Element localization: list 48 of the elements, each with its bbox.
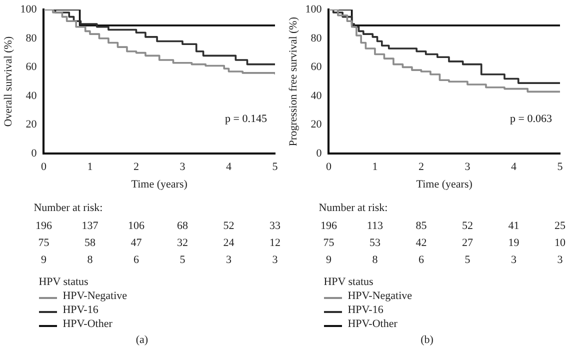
text: 9 8 6 5 3 3 (326, 254, 563, 266)
text: 9 8 6 5 3 3 (40, 254, 278, 266)
y-tick-label: 80 (310, 32, 322, 44)
legend-label: HPV-Negative (62, 290, 128, 302)
x-tick-label: 0 (326, 161, 332, 174)
text: (a) (136, 334, 148, 346)
x-tick-label: 5 (272, 161, 278, 174)
legend-label: HPV-Other (348, 318, 398, 330)
x-tick-label: 2 (418, 161, 424, 174)
y-tick-label: 0 (31, 147, 38, 160)
text: 75 58 47 32 24 12 (38, 237, 280, 249)
annotation: p = 0.063 (510, 112, 552, 125)
text: 196 113 85 52 41 25 (320, 220, 566, 232)
legend-label: HPV-Other (62, 318, 112, 330)
y-tick-label: 20 (310, 118, 322, 131)
legend-title: HPV status (324, 276, 374, 288)
y-tick-label: 0 (316, 147, 322, 160)
annotation: p = 0.145 (225, 112, 268, 125)
x-tick-label: 3 (180, 161, 186, 174)
legend-label: HPV-Negative (348, 290, 412, 302)
x-tick-label: 4 (510, 161, 517, 174)
y-tick-label: 40 (310, 90, 322, 102)
x-axis-title: Time (years) (131, 178, 188, 190)
legend-title: HPV status (38, 276, 88, 288)
legend-label: HPV-16 (348, 304, 384, 316)
y-tick-label: 100 (305, 3, 322, 16)
x-axis-title: Time (years) (416, 178, 473, 190)
y-axis-title: Overall survival (%) (2, 36, 14, 127)
x-tick-label: 2 (133, 161, 139, 174)
text: Number at risk: (318, 202, 388, 214)
y-axis-title: Progression free survival (%) (287, 16, 300, 146)
y-tick-label: 80 (26, 32, 38, 44)
text: 75 53 42 27 19 10 (323, 237, 566, 249)
x-tick-label: 5 (557, 161, 564, 174)
x-tick-label: 1 (372, 161, 378, 174)
text: 196 137 106 68 52 33 (35, 220, 280, 232)
y-tick-label: 40 (26, 90, 38, 102)
y-tick-label: 60 (310, 61, 322, 74)
x-tick-label: 4 (226, 161, 232, 174)
x-tick-label: 3 (464, 161, 471, 174)
text: Number at risk: (34, 202, 103, 214)
y-tick-label: 60 (26, 61, 38, 74)
x-tick-label: 1 (87, 161, 93, 174)
legend-label: HPV-16 (62, 304, 98, 316)
y-tick-label: 100 (20, 3, 38, 16)
x-tick-label: 0 (40, 161, 47, 174)
y-tick-label: 20 (26, 118, 38, 131)
text: (b) (420, 334, 434, 346)
